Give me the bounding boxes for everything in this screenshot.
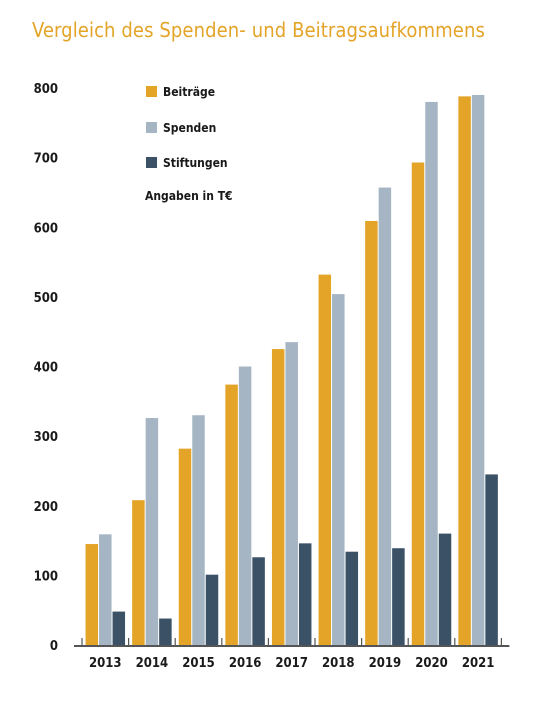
bars-layer	[85, 94, 498, 646]
bar-spenden-2013	[99, 534, 112, 645]
x-tick-label: 2015	[182, 656, 215, 671]
y-tick-label: 200	[34, 500, 58, 515]
bar-stiftungen-2013	[112, 611, 126, 645]
bar-beiträge-2015	[178, 448, 192, 645]
y-tick-label: 500	[34, 291, 58, 306]
chart-title: Vergleich des Spenden- und Beitragsaufko…	[32, 18, 485, 42]
y-tick-label: 400	[34, 361, 58, 376]
y-tick-label: 700	[34, 152, 58, 167]
bar-spenden-2015	[192, 415, 205, 645]
unit-annotation: Angaben in T€	[145, 189, 233, 203]
bar-spenden-2020	[425, 101, 438, 646]
bar-beiträge-2018	[318, 274, 332, 645]
bar-stiftungen-2015	[205, 574, 219, 645]
y-tick-label: 600	[34, 221, 58, 236]
bar-stiftungen-2019	[392, 548, 405, 645]
bar-beiträge-2013	[85, 544, 99, 645]
x-tick-label: 2018	[322, 656, 355, 671]
bar-spenden-2014	[145, 418, 159, 645]
legend-label-beiträge: Beiträge	[163, 85, 215, 99]
y-tick-label: 800	[34, 82, 58, 97]
bar-spenden-2019	[378, 187, 392, 645]
bar-beiträge-2016	[225, 384, 238, 645]
bar-beiträge-2020	[411, 162, 425, 645]
legend: Beiträge Spenden Stiftungen	[146, 85, 228, 170]
legend-swatch-stiftungen	[146, 157, 157, 168]
x-tick-label: 2021	[462, 656, 495, 671]
x-tick-label: 2017	[275, 656, 308, 671]
bar-stiftungen-2014	[159, 618, 172, 645]
bar-spenden-2017	[285, 342, 298, 645]
bar-spenden-2021	[471, 94, 485, 645]
y-tick-label: 0	[50, 639, 58, 654]
legend-swatch-spenden	[146, 122, 157, 133]
x-axis	[74, 638, 510, 647]
bar-stiftungen-2021	[485, 474, 498, 645]
bar-stiftungen-2017	[298, 543, 312, 645]
bar-beiträge-2014	[132, 500, 145, 645]
bar-beiträge-2017	[271, 349, 285, 645]
x-axis-tick-labels: 2013 2014 2015 2016 2017 2018 2019 2020 2021	[89, 656, 494, 671]
legend-label-stiftungen: Stiftungen	[163, 156, 228, 170]
y-tick-label: 100	[34, 569, 58, 584]
bar-spenden-2018	[332, 294, 345, 645]
bar-stiftungen-2016	[252, 557, 265, 645]
x-tick-label: 2014	[136, 656, 169, 671]
bar-beiträge-2019	[365, 220, 378, 646]
bar-beiträge-2021	[458, 96, 471, 646]
x-tick-label: 2020	[415, 656, 448, 671]
bar-stiftungen-2020	[438, 533, 452, 645]
legend-label-spenden: Spenden	[163, 121, 216, 135]
bar-spenden-2016	[238, 366, 252, 645]
y-axis-tick-labels: 0 100 200 300 400 500 600 700 800	[34, 82, 58, 654]
bar-stiftungen-2018	[345, 551, 359, 645]
x-tick-label: 2019	[369, 656, 402, 671]
y-tick-label: 300	[34, 430, 58, 445]
legend-swatch-beiträge	[146, 86, 157, 97]
x-tick-label: 2016	[229, 656, 262, 671]
x-tick-label: 2013	[89, 656, 122, 671]
